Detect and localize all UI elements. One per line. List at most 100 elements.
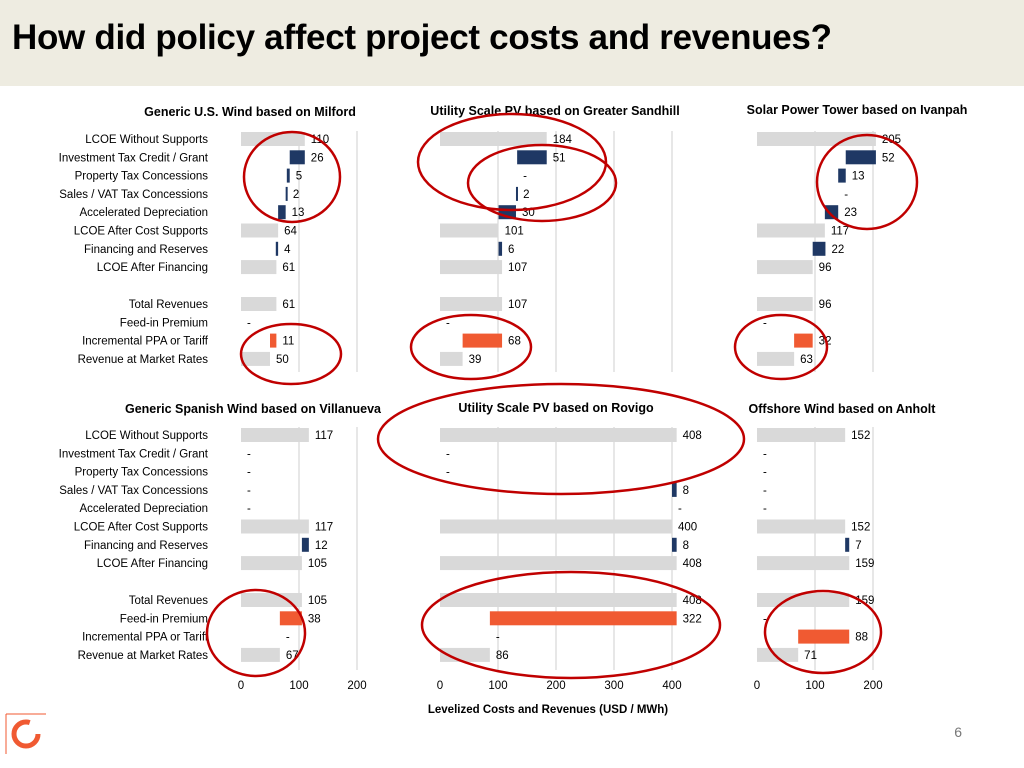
- logo-icon: [4, 712, 48, 756]
- data-label: 96: [819, 262, 832, 274]
- data-label: 322: [683, 613, 702, 625]
- bar: [241, 556, 302, 571]
- highlight-circle: [466, 143, 618, 223]
- data-label: 32: [819, 336, 832, 348]
- data-label: 88: [855, 632, 868, 644]
- bar: [757, 297, 813, 311]
- category-label: Total Revenues: [129, 299, 209, 311]
- data-label: 159: [855, 595, 874, 607]
- category-label: Incremental PPA or Tariff: [82, 336, 209, 348]
- tick-label: 200: [546, 680, 565, 692]
- tick-label: 100: [805, 680, 824, 692]
- category-label: LCOE After Cost Supports: [74, 226, 208, 238]
- bar: [757, 593, 850, 607]
- category-label: LCOE After Financing: [97, 558, 208, 570]
- category-label: Property Tax Concessions: [75, 467, 209, 479]
- data-label: 159: [855, 558, 874, 570]
- bar: [241, 132, 305, 146]
- bar: [440, 593, 677, 607]
- title-bar: How did policy affect project costs and …: [0, 0, 1024, 86]
- bar: [838, 168, 846, 183]
- data-label: 8: [683, 485, 689, 497]
- data-label: 23: [844, 207, 857, 219]
- data-label: 13: [292, 207, 305, 219]
- tick-label: 200: [863, 680, 882, 692]
- category-label: LCOE Without Supports: [85, 430, 208, 442]
- highlight-circle: [409, 313, 533, 381]
- bar: [241, 593, 302, 607]
- tick-label: 200: [347, 680, 366, 692]
- bar: [270, 333, 277, 348]
- data-label: -: [446, 317, 450, 329]
- data-label: 22: [831, 244, 844, 256]
- data-label: -: [763, 613, 767, 625]
- data-label: -: [844, 189, 848, 201]
- bar: [757, 428, 846, 442]
- data-label: -: [446, 467, 450, 479]
- bar: [489, 611, 677, 626]
- bar: [845, 537, 850, 552]
- bar: [241, 297, 277, 311]
- data-label: 2: [293, 189, 299, 201]
- bar: [286, 168, 290, 183]
- bar: [757, 351, 795, 366]
- bar: [462, 333, 503, 348]
- chart-title: Utility Scale PV based on Rovigo: [458, 401, 654, 415]
- data-label: -: [763, 317, 767, 329]
- data-label: 7: [855, 540, 861, 552]
- data-label: 152: [851, 430, 870, 442]
- data-label: 50: [276, 354, 289, 366]
- bar: [498, 241, 503, 256]
- data-label: 38: [308, 613, 321, 625]
- bar: [241, 519, 309, 534]
- bar: [672, 482, 677, 497]
- data-label: 184: [553, 134, 573, 146]
- chart-title: Generic U.S. Wind based on Milford: [144, 105, 356, 119]
- data-label: 107: [508, 262, 527, 274]
- bar: [440, 519, 672, 534]
- bar: [845, 150, 876, 165]
- tick-label: 100: [488, 680, 507, 692]
- bar: [440, 351, 463, 366]
- data-label: -: [763, 467, 767, 479]
- data-label: 8: [683, 540, 689, 552]
- bar: [440, 428, 677, 442]
- highlight-circle: [733, 313, 829, 381]
- data-label: 39: [469, 354, 482, 366]
- category-label: Revenue at Market Rates: [78, 650, 209, 662]
- data-label: 5: [296, 171, 302, 183]
- data-label: 117: [315, 430, 333, 442]
- bar: [241, 428, 309, 442]
- category-label: Financing and Reserves: [84, 244, 208, 256]
- category-label: Property Tax Concessions: [75, 171, 209, 183]
- data-label: 2: [523, 189, 529, 201]
- category-label: Accelerated Depreciation: [80, 207, 209, 219]
- page-number: 6: [954, 724, 962, 740]
- chart-2: Utility Scale PV based on Greater Sandhi…: [430, 104, 680, 372]
- chart-3: Solar Power Tower based on Ivanpah205521…: [747, 103, 967, 372]
- data-label: -: [247, 317, 251, 329]
- data-label: 64: [284, 226, 297, 238]
- category-label: Investment Tax Credit / Grant: [59, 152, 209, 164]
- data-label: 6: [508, 244, 514, 256]
- bar: [515, 186, 518, 201]
- bar: [812, 241, 826, 256]
- chart-4: Generic Spanish Wind based on Villanueva…: [59, 402, 382, 692]
- bar: [275, 241, 279, 256]
- bar: [241, 647, 280, 662]
- tick-label: 100: [289, 680, 308, 692]
- data-label: 105: [308, 595, 327, 607]
- data-label: -: [496, 632, 500, 644]
- data-label: 400: [678, 522, 697, 534]
- category-label: Sales / VAT Tax Concessions: [59, 189, 208, 201]
- data-label: 117: [315, 522, 333, 534]
- bar: [289, 150, 305, 165]
- tick-label: 0: [238, 680, 244, 692]
- data-label: 71: [804, 650, 817, 662]
- highlight-circle: [376, 382, 746, 496]
- chart-title: Utility Scale PV based on Greater Sandhi…: [430, 104, 679, 118]
- page-title: How did policy affect project costs and …: [12, 18, 832, 57]
- data-label: 96: [819, 299, 832, 311]
- data-label: 408: [683, 430, 702, 442]
